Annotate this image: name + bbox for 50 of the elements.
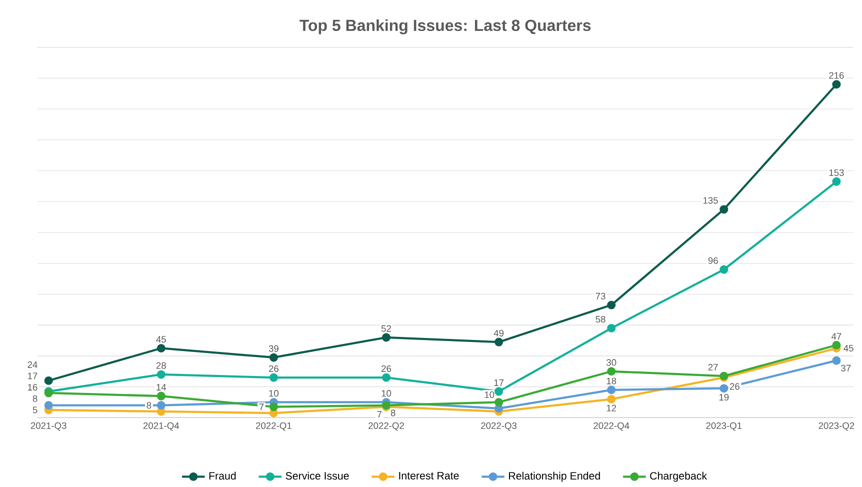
data-label: 135 <box>703 197 718 204</box>
data-label: 8 <box>390 410 396 416</box>
chart-title: Top 5 Banking Issues: Last 8 Quarters <box>300 19 591 34</box>
data-label: 10 <box>269 390 279 397</box>
data-label: 16 <box>28 384 38 391</box>
data-label: 8 <box>146 402 152 409</box>
data-label: 26 <box>268 365 278 372</box>
data-label: 14 <box>156 384 166 390</box>
data-label: 5 <box>32 406 38 414</box>
data-label: 7 <box>259 404 264 410</box>
data-label: 19 <box>719 394 729 401</box>
data-label: 26 <box>382 365 392 372</box>
data-label: 28 <box>156 362 166 369</box>
data-label: 37 <box>841 364 851 372</box>
data-label: 12 <box>606 404 616 412</box>
x-tick-label: 2022-Q1 <box>256 422 292 431</box>
data-label: 17 <box>494 379 504 386</box>
data-label: 7 <box>377 411 382 418</box>
data-label: 26 <box>730 383 740 390</box>
x-tick-label: 2022-Q4 <box>594 422 630 431</box>
x-tick-label: 2023-Q2 <box>818 422 854 431</box>
data-label: 58 <box>596 316 606 323</box>
data-label: 73 <box>596 292 606 300</box>
data-label: 24 <box>28 361 38 368</box>
data-label: 45 <box>156 336 166 343</box>
x-tick-label: 2022-Q2 <box>368 422 404 431</box>
data-label: 153 <box>829 169 844 176</box>
x-tick-label: 2022-Q3 <box>481 422 517 431</box>
legend-label: Interest Rate <box>399 472 459 480</box>
legend-label: Service Issue <box>286 472 349 480</box>
data-label: 216 <box>829 72 844 79</box>
legend-label: Relationship Ended <box>509 472 600 482</box>
data-label: 27 <box>708 364 718 370</box>
legend-label: Fraud <box>209 472 236 480</box>
data-label: 39 <box>268 345 278 352</box>
data-label: 30 <box>606 359 616 366</box>
data-label: 8 <box>32 395 38 402</box>
data-label: 10 <box>382 390 392 397</box>
data-label: 10 <box>484 391 494 398</box>
x-tick-label: 2023-Q1 <box>706 422 742 431</box>
data-label: 18 <box>606 378 616 384</box>
data-label: 49 <box>494 330 504 336</box>
data-label: 52 <box>381 325 391 332</box>
legend-label: Chargeback <box>650 472 708 482</box>
x-tick-label: 2021-Q3 <box>30 422 66 431</box>
data-label: 96 <box>708 257 718 264</box>
data-label: 17 <box>28 372 38 380</box>
data-label: 47 <box>831 333 842 340</box>
data-label: 45 <box>844 344 854 352</box>
x-tick-label: 2021-Q4 <box>143 422 180 431</box>
